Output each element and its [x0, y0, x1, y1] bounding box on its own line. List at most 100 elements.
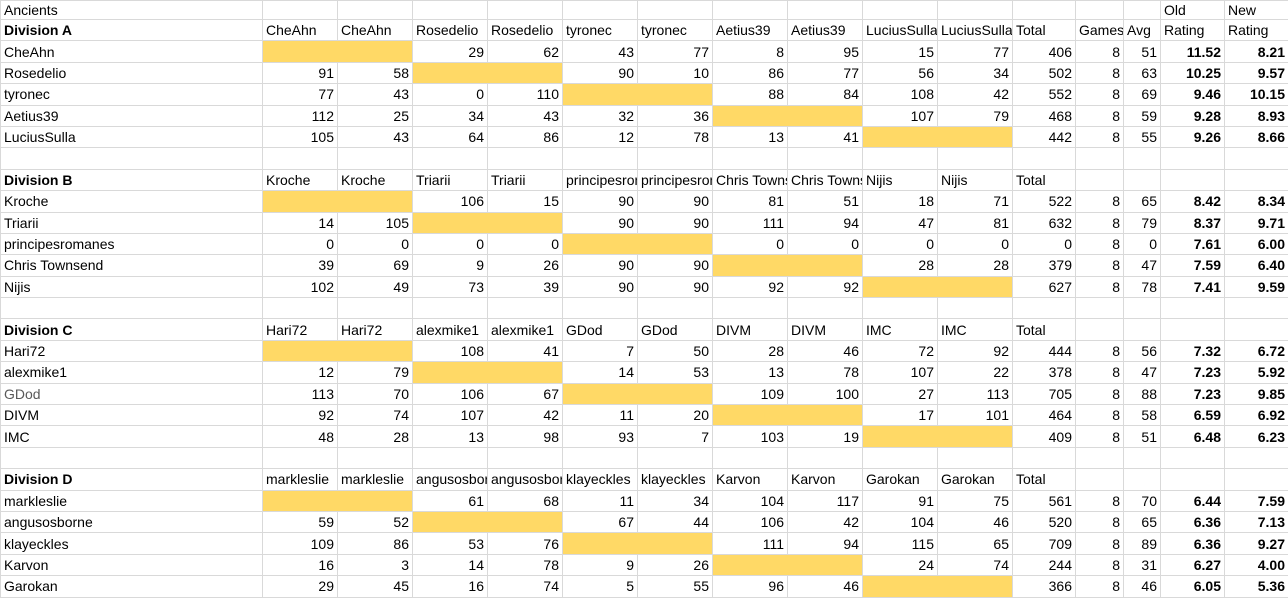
- cell: [1, 148, 263, 169]
- cell: 6.44: [1161, 490, 1225, 511]
- cell: [1124, 169, 1161, 190]
- cell: 95: [788, 41, 863, 62]
- cell: Rating: [1225, 20, 1288, 41]
- cell: 14: [263, 212, 338, 233]
- cell: 8: [1076, 84, 1124, 105]
- cell: [1161, 169, 1225, 190]
- cell: [1225, 447, 1288, 468]
- cell: 6.48: [1161, 426, 1225, 447]
- cell: [1076, 319, 1124, 340]
- cell: [638, 148, 713, 169]
- cell: 0: [788, 233, 863, 254]
- cell: Total: [1013, 20, 1076, 41]
- cell: 104: [863, 511, 938, 532]
- cell: 86: [488, 126, 563, 147]
- cell: principesromanes: [563, 169, 638, 190]
- cell: 90: [638, 212, 713, 233]
- self-match: [863, 126, 1013, 147]
- cell: 13: [713, 126, 788, 147]
- cell: LuciusSulla: [1, 126, 263, 147]
- cell: [938, 447, 1013, 468]
- cell: [938, 298, 1013, 319]
- cell: 61: [413, 490, 488, 511]
- cell: 47: [863, 212, 938, 233]
- cell: 552: [1013, 84, 1076, 105]
- cell: 520: [1013, 511, 1076, 532]
- cell: 111: [713, 212, 788, 233]
- cell: 52: [338, 511, 413, 532]
- cell: 7.59: [1161, 255, 1225, 276]
- cell: 7.59: [1225, 490, 1288, 511]
- cell: 7.32: [1161, 340, 1225, 361]
- cell: 108: [863, 84, 938, 105]
- cell: 7.13: [1225, 511, 1288, 532]
- cell: 58: [1124, 405, 1161, 426]
- cell: alexmike1: [413, 319, 488, 340]
- cell: 5: [563, 576, 638, 597]
- cell: 8: [1076, 490, 1124, 511]
- cell: 8: [1076, 362, 1124, 383]
- cell: 102: [263, 276, 338, 297]
- self-match: [563, 383, 713, 404]
- cell: [1161, 298, 1225, 319]
- self-match: [863, 576, 1013, 597]
- cell: 55: [638, 576, 713, 597]
- self-match: [563, 533, 713, 554]
- cell: 81: [938, 212, 1013, 233]
- cell: Kroche: [1, 191, 263, 212]
- cell: 0: [263, 233, 338, 254]
- cell: markleslie: [263, 469, 338, 490]
- cell: [338, 298, 413, 319]
- cell: 16: [263, 554, 338, 575]
- row: [1, 148, 1288, 169]
- cell: [488, 148, 563, 169]
- cell: [1124, 447, 1161, 468]
- cell: Karvon: [788, 469, 863, 490]
- self-match: [713, 105, 863, 126]
- cell: 105: [263, 126, 338, 147]
- cell: New: [1225, 1, 1288, 20]
- cell: 409: [1013, 426, 1076, 447]
- cell: 0: [1124, 233, 1161, 254]
- cell: [563, 298, 638, 319]
- cell: Nijis: [1, 276, 263, 297]
- cell: 8: [1076, 191, 1124, 212]
- cell: [1124, 319, 1161, 340]
- cell: [1161, 469, 1225, 490]
- self-match: [863, 426, 1013, 447]
- cell: DIVM: [1, 405, 263, 426]
- self-match: [263, 191, 413, 212]
- cell: [563, 148, 638, 169]
- cell: 13: [413, 426, 488, 447]
- cell: 104: [713, 490, 788, 511]
- cell: 69: [1124, 84, 1161, 105]
- cell: [938, 148, 1013, 169]
- cell: [1124, 1, 1161, 20]
- cell: [863, 1, 938, 20]
- cell: 81: [713, 191, 788, 212]
- cell: [563, 447, 638, 468]
- cell: 74: [938, 554, 1013, 575]
- cell: 43: [488, 105, 563, 126]
- cell: [1225, 148, 1288, 169]
- cell: 44: [638, 511, 713, 532]
- cell: Garokan: [863, 469, 938, 490]
- cell: 89: [1124, 533, 1161, 554]
- cell: 28: [863, 255, 938, 276]
- cell: [863, 148, 938, 169]
- cell: 48: [263, 426, 338, 447]
- cell: 4.00: [1225, 554, 1288, 575]
- cell: 77: [638, 41, 713, 62]
- cell: 5.36: [1225, 576, 1288, 597]
